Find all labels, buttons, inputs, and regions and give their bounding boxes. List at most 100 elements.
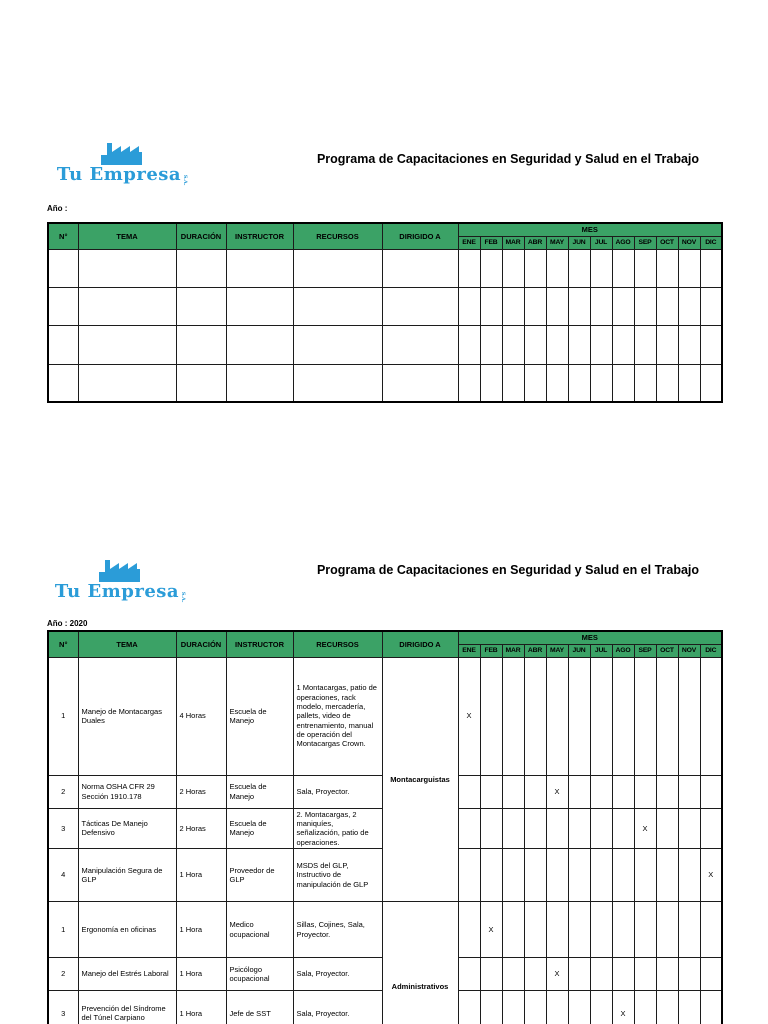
cell-tema — [77, 248, 177, 288]
cell-instructor — [225, 324, 294, 365]
month-cell-sep — [633, 957, 657, 991]
month-cell-jul — [589, 363, 613, 403]
col-header-dirigido: DIRIGIDO A — [381, 222, 459, 250]
cell-num — [47, 324, 79, 365]
col-header-mes: MES — [457, 222, 723, 237]
cell-tema: Norma OSHA CFR 29 Sección 1910.178 — [77, 774, 177, 809]
cell-tema: Tácticas De Manejo Defensivo — [77, 807, 177, 849]
training-schedule-table-2020: N° TEMA DURACIÓN INSTRUCTOR RECURSOS DIRIGIDO… — [47, 630, 723, 1024]
month-cell-abr — [523, 248, 547, 288]
cell-recursos: 2. Montacargas, 2 maniquíes, señalizació… — [292, 807, 383, 849]
cell-recursos — [292, 286, 383, 326]
month-cell-sep — [633, 363, 657, 403]
cell-instructor — [225, 248, 294, 288]
month-cell-dic — [699, 901, 723, 958]
month-cell-oct — [655, 807, 679, 849]
col-header-month-jun: JUN — [567, 235, 591, 250]
col-header-dirigido: DIRIGIDO A — [381, 630, 459, 658]
col-header-month-abr: ABR — [523, 235, 547, 250]
col-header-month-sep: SEP — [633, 643, 657, 658]
month-cell-jun — [567, 774, 591, 809]
cell-tema: Ergonomía en oficinas — [77, 901, 177, 958]
year-label: Año : — [47, 204, 68, 213]
cell-dirigido — [381, 363, 459, 403]
month-cell-sep — [633, 286, 657, 326]
cell-instructor: Jefe de SST — [225, 990, 294, 1024]
col-header-month-jun: JUN — [567, 643, 591, 658]
col-header-month-nov: NOV — [677, 235, 701, 250]
col-header-month-may: MAY — [545, 643, 569, 658]
cell-tema: Prevención del Síndrome del Túnel Carpia… — [77, 990, 177, 1024]
month-cell-jun — [567, 807, 591, 849]
cell-recursos: 1 Montacargas, patio de operaciones, rac… — [292, 656, 383, 776]
cell-num: 3 — [47, 807, 79, 849]
col-header-duracion: DURACIÓN — [175, 222, 227, 250]
table-row: 3 Prevención del Síndrome del Túnel Carpi… — [47, 990, 723, 1024]
month-cell-ene — [457, 990, 481, 1024]
month-cell-ene — [457, 286, 481, 326]
month-cell-feb — [479, 324, 503, 365]
month-cell-dic: X — [699, 848, 723, 902]
month-cell-abr — [523, 286, 547, 326]
month-cell-dic — [699, 774, 723, 809]
table-row — [47, 286, 723, 326]
cell-num — [47, 363, 79, 403]
month-cell-mar — [501, 656, 525, 776]
col-header-month-ene: ENE — [457, 235, 481, 250]
logo-text: Tu EmpresaS.A. — [52, 165, 192, 186]
month-cell-oct — [655, 901, 679, 958]
month-cell-nov — [677, 324, 701, 365]
col-header-month-ago: AGO — [611, 235, 635, 250]
cell-recursos: Sala, Proyector. — [292, 957, 383, 991]
month-cell-ago — [611, 848, 635, 902]
cell-num: 1 — [47, 901, 79, 958]
cell-tema — [77, 324, 177, 365]
month-cell-jun — [567, 990, 591, 1024]
month-cell-nov — [677, 807, 701, 849]
month-cell-ago — [611, 807, 635, 849]
logo-suffix: S.A. — [181, 174, 188, 186]
col-header-month-dic: DIC — [699, 643, 723, 658]
cell-recursos: Sala, Proyector. — [292, 774, 383, 809]
month-cell-may — [545, 990, 569, 1024]
col-header-month-sep: SEP — [633, 235, 657, 250]
month-cell-oct — [655, 324, 679, 365]
table-row: 4 Manipulación Segura de GLP 1 Hora Proveed… — [47, 848, 723, 902]
month-cell-nov — [677, 363, 701, 403]
col-header-month-ene: ENE — [457, 643, 481, 658]
cell-num — [47, 286, 79, 326]
cell-dirigido: Montacarguistas — [381, 656, 459, 902]
month-cell-mar — [501, 363, 525, 403]
cell-num: 4 — [47, 848, 79, 902]
col-header-month-abr: ABR — [523, 643, 547, 658]
table-row: 1 Manejo de Montacargas Duales 4 Horas Escu… — [47, 656, 723, 902]
month-cell-jun — [567, 248, 591, 288]
cell-duracion — [175, 286, 227, 326]
month-cell-jul — [589, 807, 613, 849]
cell-instructor: Medico ocupacional — [225, 901, 294, 958]
month-cell-mar — [501, 286, 525, 326]
month-cell-feb — [479, 286, 503, 326]
cell-duracion: 1 Hora — [175, 990, 227, 1024]
table-row: 2 Norma OSHA CFR 29 Sección 1910.178 2 Hor… — [47, 774, 723, 809]
col-header-month-mar: MAR — [501, 643, 525, 658]
company-logo: Tu EmpresaS.A. — [50, 557, 190, 603]
month-cell-ago — [611, 248, 635, 288]
cell-duracion: 4 Horas — [175, 656, 227, 776]
cell-recursos — [292, 324, 383, 365]
month-cell-oct — [655, 957, 679, 991]
month-cell-sep — [633, 990, 657, 1024]
cell-tema: Manejo del Estrés Laboral — [77, 957, 177, 991]
table-row: 2 Manejo del Estrés Laboral 1 Hora Psicólog… — [47, 957, 723, 991]
factory-icon — [99, 560, 140, 582]
month-cell-feb — [479, 248, 503, 288]
page-title: Programa de Capacitaciones en Seguridad … — [316, 563, 700, 577]
month-cell-sep — [633, 901, 657, 958]
cell-instructor: Escuela de Manejo — [225, 774, 294, 809]
month-cell-abr — [523, 656, 547, 776]
col-header-month-nov: NOV — [677, 643, 701, 658]
month-cell-ene — [457, 848, 481, 902]
table-row — [47, 363, 723, 403]
table-row — [47, 324, 723, 365]
logo-suffix: S.A. — [179, 591, 186, 603]
